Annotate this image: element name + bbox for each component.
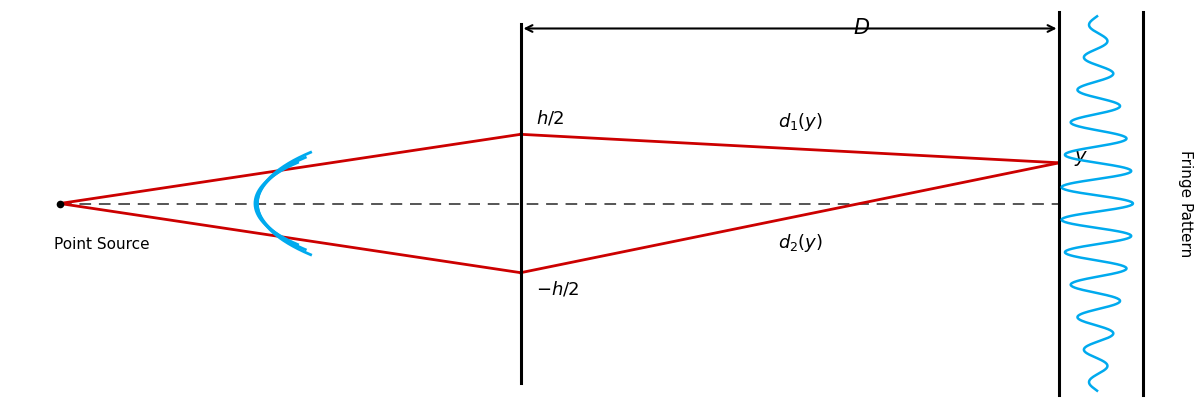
Text: $d_2(y)$: $d_2(y)$ — [778, 232, 824, 254]
Text: $-h/2$: $-h/2$ — [536, 280, 579, 298]
Text: $d_1(y)$: $d_1(y)$ — [778, 111, 824, 133]
Text: Point Source: Point Source — [54, 237, 150, 252]
Text: $D$: $D$ — [853, 18, 870, 38]
Text: Fringe Pattern: Fringe Pattern — [1178, 150, 1192, 257]
Text: $h/2$: $h/2$ — [536, 109, 565, 127]
Text: $y$: $y$ — [1074, 149, 1088, 168]
